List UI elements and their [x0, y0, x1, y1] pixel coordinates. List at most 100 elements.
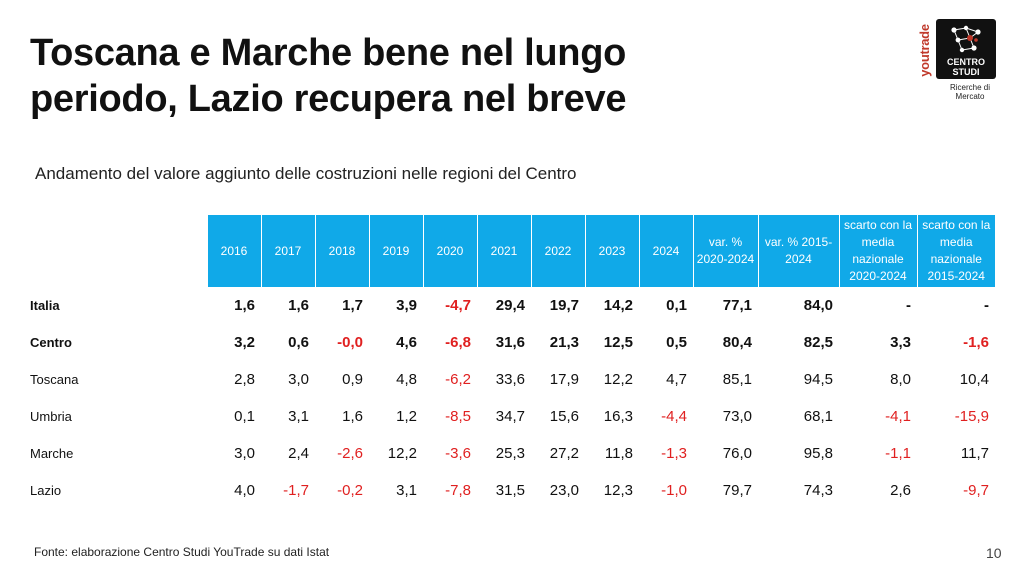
table-cell: 11,8 — [604, 445, 633, 462]
network-dots-icon — [951, 25, 981, 53]
table-cell: 0,5 — [666, 334, 687, 351]
table-cell: -0,0 — [337, 334, 363, 351]
table-row: Lazio 4,0 -1,7 -0,2 3,1 -7,8 31,5 23,0 12,3 -1,0 7… — [26, 472, 995, 509]
table-cell: 1,2 — [396, 408, 417, 425]
table-cell: 74,3 — [803, 482, 833, 499]
page-number: 10 — [986, 545, 1002, 561]
table-cell: 14,2 — [603, 297, 633, 314]
table-cell: 84,0 — [803, 297, 833, 314]
column-header: 2017 — [260, 215, 315, 287]
table-cell: 0,9 — [342, 371, 363, 388]
table-cell: 3,0 — [288, 371, 309, 388]
column-header: 2020 — [422, 215, 477, 287]
table-cell: 29,4 — [495, 297, 525, 314]
table-cell: 2,8 — [234, 371, 255, 388]
table-cell: 11,7 — [960, 445, 989, 462]
table-cell: 2,4 — [288, 445, 309, 462]
row-label: Toscana — [30, 372, 79, 387]
table-cell: -6,2 — [445, 371, 471, 388]
row-label: Umbria — [30, 409, 72, 424]
table-cell: 3,1 — [288, 408, 309, 425]
table-cell: 15,6 — [549, 408, 579, 425]
table-cell: 3,9 — [396, 297, 417, 314]
title-line-2: periodo, Lazio recupera nel breve — [30, 78, 627, 120]
table-cell: 3,1 — [396, 482, 417, 499]
table-cell: -1,3 — [661, 445, 687, 462]
table-cell: 0,6 — [288, 334, 309, 351]
table-cell: -4,7 — [445, 297, 471, 314]
table-row: Toscana 2,8 3,0 0,9 4,8 -6,2 33,6 17,9 12,2 4,7 85… — [26, 361, 995, 398]
header-corner — [26, 215, 207, 287]
table-cell: 31,5 — [495, 482, 525, 499]
column-header: 2023 — [584, 215, 639, 287]
centro-studi-logo: youtrade CENTRO STUDI Ricerche di Mercat… — [916, 17, 1004, 101]
table-cell: 0,1 — [666, 297, 687, 314]
table-subtitle: Andamento del valore aggiunto delle cost… — [35, 164, 577, 183]
table-cell: 12,2 — [387, 445, 417, 462]
table-cell: 4,6 — [396, 334, 417, 351]
table-cell: 94,5 — [803, 371, 833, 388]
table-row: Centro 3,2 0,6 -0,0 4,6 -6,8 31,6 21,3 12,5 0,5 80… — [26, 324, 995, 361]
column-header: var. % 2020-2024 — [692, 215, 758, 287]
table-cell: -2,6 — [337, 445, 363, 462]
table-cell: -1,1 — [885, 445, 911, 462]
table-cell: - — [984, 297, 989, 314]
logo-name-line-1: CENTRO — [947, 57, 985, 67]
table-cell: -9,7 — [963, 482, 989, 499]
row-label: Centro — [30, 335, 72, 350]
table-cell: 3,2 — [234, 334, 255, 351]
column-header: 2021 — [476, 215, 531, 287]
table-cell: 12,5 — [603, 334, 633, 351]
logo-caption: Ricerche di Mercato — [949, 83, 990, 101]
table-cell: -4,4 — [661, 408, 687, 425]
table-cell: 4,0 — [234, 482, 255, 499]
table-cell: 16,3 — [603, 408, 633, 425]
table-cell: 0,1 — [234, 408, 255, 425]
table-cell: 23,0 — [549, 482, 579, 499]
table-cell: -3,6 — [445, 445, 471, 462]
column-header: 2016 — [206, 215, 261, 287]
table-cell: 31,6 — [495, 334, 525, 351]
table-cell: -8,5 — [445, 408, 471, 425]
table-cell: 77,1 — [722, 297, 752, 314]
table-row: Umbria 0,1 3,1 1,6 1,2 -8,5 34,7 15,6 16,3 -4,4 73… — [26, 398, 995, 435]
table-row: Marche 3,0 2,4 -2,6 12,2 -3,6 25,3 27,2 11,8 -1,3… — [26, 435, 995, 472]
source-note: Fonte: elaborazione Centro Studi YouTrad… — [34, 545, 330, 559]
table-cell: -4,1 — [885, 408, 911, 425]
column-header: var. % 2015-2024 — [757, 215, 839, 287]
table-cell: 80,4 — [722, 334, 752, 351]
table-cell: 73,0 — [722, 408, 752, 425]
column-header: scarto con la media nazionale 2015-2024 — [916, 215, 995, 287]
table-cell: 12,2 — [603, 371, 633, 388]
column-header: scarto con la media nazionale 2020-2024 — [838, 215, 917, 287]
logo-badge: CENTRO STUDI — [936, 19, 996, 79]
table-cell: -1,0 — [661, 482, 687, 499]
column-header: 2019 — [368, 215, 423, 287]
table-cell: 34,7 — [495, 408, 525, 425]
column-header: 2018 — [314, 215, 369, 287]
row-label: Italia — [30, 298, 60, 313]
table-cell: 82,5 — [803, 334, 833, 351]
table-cell: 3,0 — [234, 445, 255, 462]
title-line-1: Toscana e Marche bene nel lungo — [30, 32, 627, 74]
row-label: Marche — [30, 446, 74, 461]
table-cell: -1,6 — [963, 334, 989, 351]
logo-name-line-2: STUDI — [952, 67, 980, 77]
table-body: Italia 1,6 1,6 1,7 3,9 -4,7 29,4 19,7 14,2 0,1 77,… — [26, 287, 995, 509]
table-cell: 3,3 — [890, 334, 911, 351]
table-cell: 10,4 — [959, 371, 989, 388]
table-cell: - — [906, 297, 911, 314]
table-cell: 1,6 — [234, 297, 255, 314]
table-cell: 68,1 — [803, 408, 833, 425]
column-header: 2022 — [530, 215, 585, 287]
table-cell: -0,2 — [337, 482, 363, 499]
table-cell: 25,3 — [495, 445, 525, 462]
table-cell: 2,6 — [890, 482, 911, 499]
table-header-row: 2016 2017 2018 2019 2020 2021 2022 2023 2024 var.… — [26, 215, 995, 287]
table-cell: 76,0 — [722, 445, 752, 462]
table-cell: 1,6 — [342, 408, 363, 425]
table-cell: 17,9 — [549, 371, 579, 388]
table-cell: 79,7 — [722, 482, 752, 499]
table-cell: 4,7 — [666, 371, 687, 388]
table-cell: -6,8 — [445, 334, 471, 351]
